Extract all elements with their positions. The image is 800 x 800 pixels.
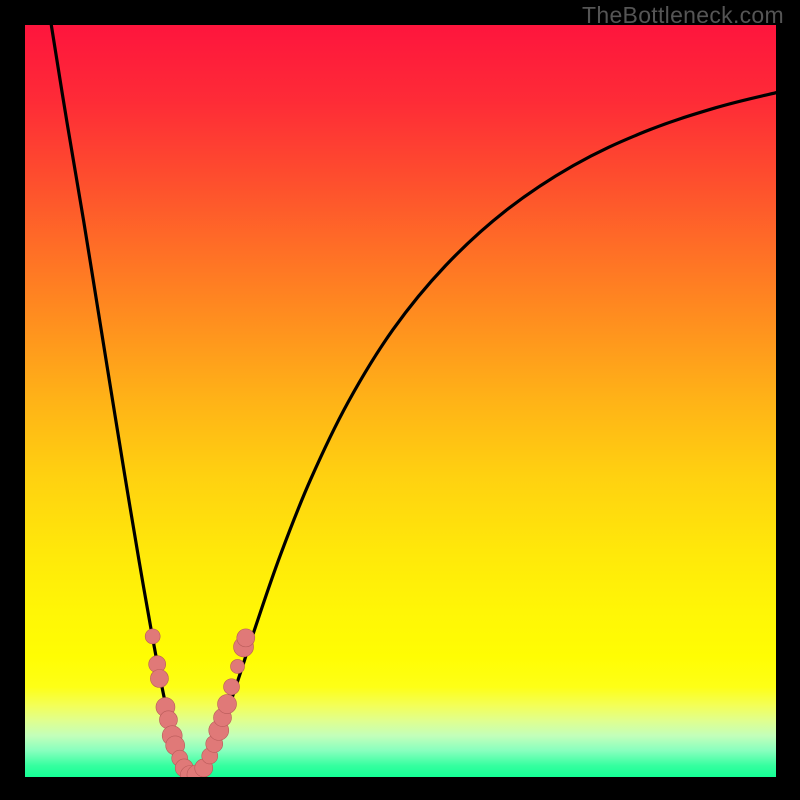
data-marker	[145, 629, 160, 644]
data-marker	[218, 695, 237, 714]
data-marker	[231, 659, 245, 673]
chart-stage: TheBottleneck.com	[0, 0, 800, 800]
watermark-text: TheBottleneck.com	[582, 2, 784, 29]
plot-area	[25, 25, 776, 777]
data-marker	[224, 679, 240, 695]
data-markers	[145, 629, 255, 777]
data-marker	[150, 669, 168, 687]
data-marker	[237, 629, 255, 647]
bottleneck-curve	[25, 25, 776, 777]
